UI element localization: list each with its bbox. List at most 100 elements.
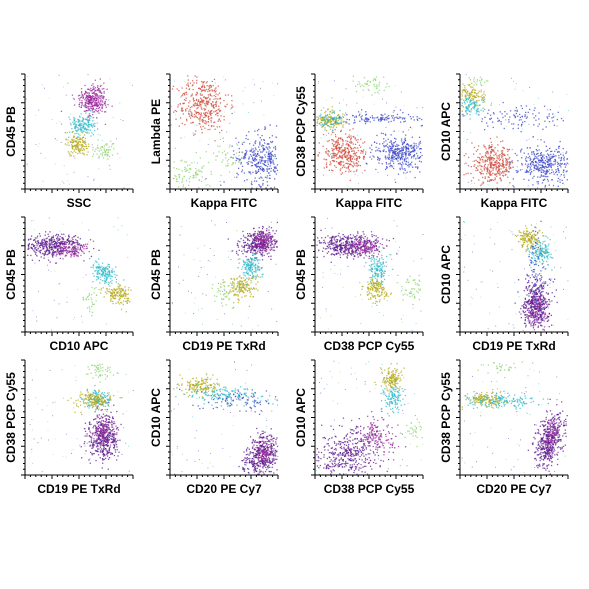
data-point [417, 150, 419, 152]
data-point [44, 253, 46, 256]
data-point [249, 143, 251, 145]
data-point [474, 96, 476, 99]
data-point [75, 242, 77, 244]
data-point [190, 111, 192, 113]
data-point [487, 112, 489, 115]
data-point [199, 101, 201, 103]
data-point [184, 168, 186, 171]
data-point [325, 119, 327, 121]
data-point [408, 166, 410, 168]
data-point [339, 161, 341, 163]
data-point [560, 163, 563, 165]
data-point [388, 145, 391, 147]
data-point [201, 101, 203, 103]
data-point [98, 272, 100, 274]
data-point [462, 106, 465, 108]
data-point [463, 85, 466, 87]
data-point [87, 151, 89, 153]
data-point [341, 118, 343, 120]
data-point [261, 170, 264, 172]
data-point [98, 102, 100, 104]
data-point [219, 180, 221, 182]
data-point [95, 102, 97, 104]
data-point [99, 78, 101, 80]
data-point [385, 161, 387, 164]
data-point [93, 178, 95, 180]
data-point [401, 161, 404, 163]
data-point [84, 92, 87, 94]
data-point [323, 158, 325, 160]
data-point [60, 248, 62, 250]
data-point [199, 140, 201, 142]
data-point [86, 154, 88, 156]
data-point [199, 157, 202, 159]
data-point [326, 150, 328, 152]
data-point [257, 150, 259, 153]
data-point [260, 87, 261, 89]
data-point [332, 123, 334, 125]
data-point [542, 162, 544, 164]
data-point [98, 91, 100, 93]
data-point [126, 302, 128, 304]
data-point [560, 157, 562, 159]
data-point [403, 172, 405, 174]
data-point [122, 294, 124, 296]
data-point [78, 119, 80, 121]
data-point [92, 89, 94, 91]
data-point [77, 118, 79, 120]
data-point [394, 140, 397, 143]
data-point [110, 289, 113, 291]
data-point [529, 157, 531, 159]
data-point [492, 150, 494, 152]
data-point [184, 94, 186, 96]
data-point [467, 84, 469, 86]
data-point [396, 153, 398, 155]
data-point [197, 104, 199, 106]
data-point [357, 111, 360, 113]
data-point [85, 298, 87, 300]
data-point [73, 136, 75, 138]
data-point [378, 81, 381, 83]
data-point [218, 118, 220, 120]
data-point [79, 115, 81, 117]
data-point [97, 133, 99, 135]
data-point [418, 160, 421, 162]
data-point [210, 121, 212, 123]
data-point [492, 159, 494, 161]
data-point [262, 168, 264, 170]
data-point [191, 85, 194, 87]
data-point [30, 235, 33, 237]
data-point [71, 131, 73, 133]
data-point [506, 164, 508, 166]
data-point [100, 274, 102, 276]
data-point [336, 161, 338, 163]
data-point [492, 168, 494, 170]
data-point [491, 167, 493, 169]
data-point [558, 170, 560, 172]
data-point [525, 158, 527, 160]
data-point [252, 144, 255, 146]
data-point [493, 149, 495, 151]
data-point [58, 74, 60, 76]
data-point [529, 159, 531, 161]
data-point [195, 111, 197, 113]
data-point [199, 118, 201, 120]
data-point [215, 101, 217, 103]
data-point [244, 153, 246, 155]
data-point [225, 106, 227, 108]
data-point [270, 151, 272, 153]
data-point [180, 160, 182, 162]
data-point [471, 89, 474, 91]
data-point [413, 142, 415, 144]
data-point [369, 147, 371, 149]
data-point [342, 116, 345, 118]
data-point [55, 241, 58, 244]
data-point [107, 158, 109, 160]
data-point [109, 275, 111, 277]
data-point [559, 162, 561, 165]
data-point [530, 172, 532, 174]
data-point [336, 144, 338, 147]
data-point [353, 119, 356, 121]
data-point [211, 220, 213, 222]
data-point [389, 151, 391, 154]
